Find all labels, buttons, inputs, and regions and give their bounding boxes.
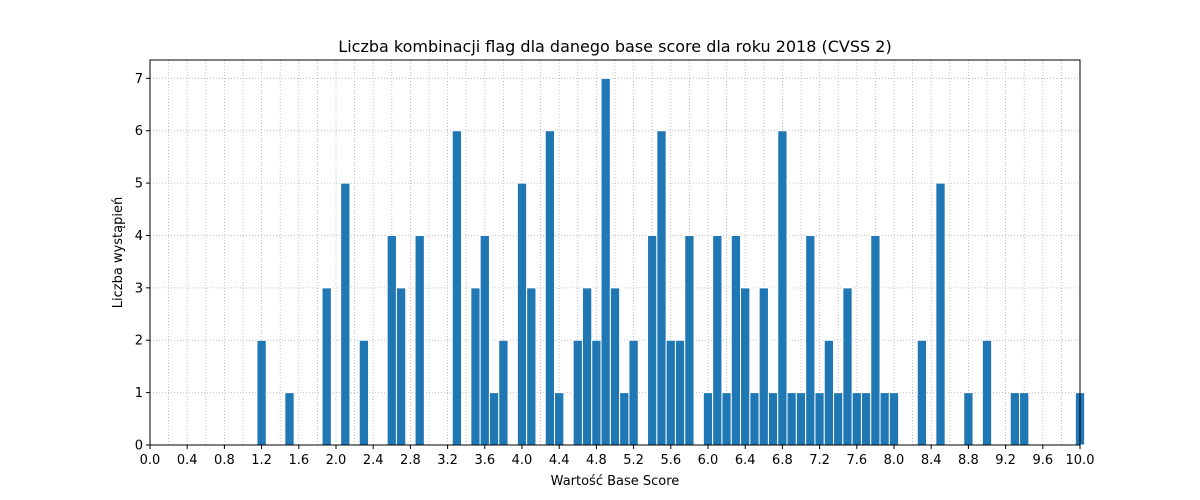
bar — [1019, 392, 1030, 446]
bar — [451, 130, 463, 446]
bar — [386, 234, 397, 446]
bar — [712, 234, 723, 446]
x-tick-label: 1.6 — [288, 453, 309, 468]
bar — [656, 130, 667, 446]
bar — [814, 392, 825, 446]
bar — [470, 287, 481, 446]
bar — [888, 392, 900, 446]
bar — [870, 234, 881, 446]
x-tick-label: 2.8 — [400, 453, 421, 468]
x-tick-label: 6.0 — [698, 453, 719, 468]
bar — [674, 339, 686, 446]
y-tick-label: 0 — [135, 439, 143, 454]
y-tick-label: 3 — [135, 281, 143, 296]
bar — [572, 339, 583, 446]
bar — [628, 339, 639, 446]
x-tick-label: 6.8 — [772, 453, 793, 468]
bar — [516, 182, 528, 446]
x-tick-label: 10.0 — [1066, 453, 1095, 468]
x-tick-label: 4.0 — [512, 453, 533, 468]
y-axis-ticks: 0 1 2 3 4 5 6 7 — [135, 72, 150, 454]
bar — [860, 392, 872, 446]
bar — [795, 392, 807, 446]
x-tick-label: 4.8 — [586, 453, 607, 468]
bar — [526, 287, 537, 446]
x-tick-label: 9.2 — [995, 453, 1016, 468]
bar — [665, 339, 676, 446]
bar — [1009, 392, 1021, 446]
bar — [721, 392, 732, 446]
bar — [498, 339, 509, 446]
x-tick-label: 8.8 — [958, 453, 979, 468]
bar — [833, 392, 844, 446]
bar — [749, 392, 760, 446]
bar — [340, 182, 351, 446]
bar — [395, 287, 407, 446]
bars-group — [256, 77, 1086, 446]
bar — [591, 339, 602, 446]
bar — [488, 392, 500, 446]
x-axis-label: Wartość Base Score — [551, 474, 680, 489]
bar — [823, 339, 835, 446]
bar — [740, 287, 751, 446]
x-tick-label: 5.2 — [623, 453, 644, 468]
bar — [767, 392, 779, 446]
bar — [777, 130, 788, 446]
bar — [963, 392, 974, 446]
y-tick-label: 6 — [135, 124, 143, 139]
x-tick-label: 7.6 — [846, 453, 867, 468]
plot-frame — [149, 59, 1081, 446]
x-tick-label: 0.4 — [177, 453, 198, 468]
x-tick-label: 6.4 — [735, 453, 756, 468]
bar — [479, 234, 490, 446]
bar — [554, 392, 565, 446]
x-tick-label: 5.6 — [660, 453, 681, 468]
x-tick-label: 3.2 — [437, 453, 458, 468]
chart-title: Liczba kombinacji flag dla danego base s… — [338, 37, 891, 56]
x-tick-label: 8.4 — [921, 453, 942, 468]
bar — [544, 130, 556, 446]
x-tick-label: 2.4 — [363, 453, 384, 468]
bar — [851, 392, 862, 446]
bar — [321, 287, 332, 446]
bar — [414, 234, 425, 446]
x-tick-label: 7.2 — [809, 453, 830, 468]
bar — [879, 392, 890, 446]
x-tick-label: 0.8 — [214, 453, 235, 468]
y-tick-label: 2 — [135, 334, 143, 349]
bar — [647, 234, 658, 446]
x-tick-label: 2.0 — [326, 453, 347, 468]
x-tick-label: 9.6 — [1032, 453, 1053, 468]
y-tick-label: 1 — [135, 386, 143, 401]
bar — [758, 287, 769, 446]
x-tick-label: 1.2 — [251, 453, 272, 468]
bar — [256, 339, 267, 446]
x-tick-label: 0.0 — [140, 453, 161, 468]
x-tick-label: 8.0 — [884, 453, 905, 468]
bar — [609, 287, 621, 446]
x-tick-label: 4.4 — [549, 453, 570, 468]
bar — [805, 234, 816, 446]
bar — [935, 182, 946, 446]
bar — [684, 234, 695, 446]
bar — [358, 339, 370, 446]
bar — [619, 392, 630, 446]
y-axis-label: Liczba wystąpień — [111, 197, 126, 308]
bar — [842, 287, 853, 446]
bar — [916, 339, 928, 446]
x-tick-label: 3.6 — [474, 453, 495, 468]
y-tick-label: 4 — [135, 229, 143, 244]
x-axis-ticks: 0.0 0.4 0.8 1.2 1.6 2.0 2.4 2.8 3.2 3.6 4.0 4.4 4.8 5… — [140, 445, 1095, 468]
bar — [981, 339, 993, 446]
y-tick-label: 5 — [135, 177, 143, 192]
bar — [581, 287, 593, 446]
y-tick-label: 7 — [135, 72, 143, 87]
bar — [600, 77, 611, 446]
bar — [730, 234, 742, 446]
bar — [786, 392, 797, 446]
bar — [702, 392, 714, 446]
bar — [284, 392, 295, 446]
